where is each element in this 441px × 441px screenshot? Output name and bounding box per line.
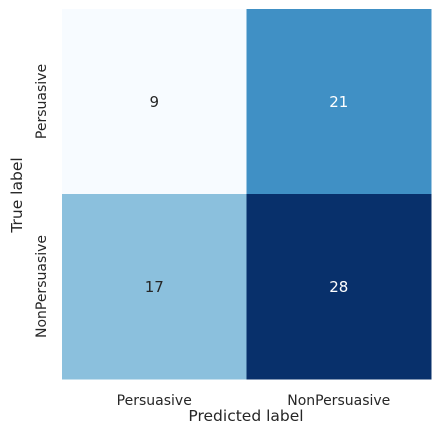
heatmap-cell-value-0-1: 21 bbox=[329, 93, 348, 111]
heatmap-cell-value-0-0: 9 bbox=[149, 93, 159, 111]
x-tick-label-0: Persuasive bbox=[117, 393, 192, 409]
y-tick-label-1: NonPersuasive bbox=[34, 235, 50, 338]
x-axis-label: Predicted label bbox=[188, 407, 303, 425]
heatmap-cells bbox=[62, 9, 432, 380]
y-axis-label: True label bbox=[8, 157, 26, 233]
y-tick-labels: Persuasive NonPersuasive bbox=[34, 64, 50, 338]
heatmap-cell-value-1-0: 17 bbox=[145, 278, 164, 296]
y-tick-label-0: Persuasive bbox=[34, 64, 50, 139]
heatmap-cell-value-1-1: 28 bbox=[329, 278, 348, 296]
